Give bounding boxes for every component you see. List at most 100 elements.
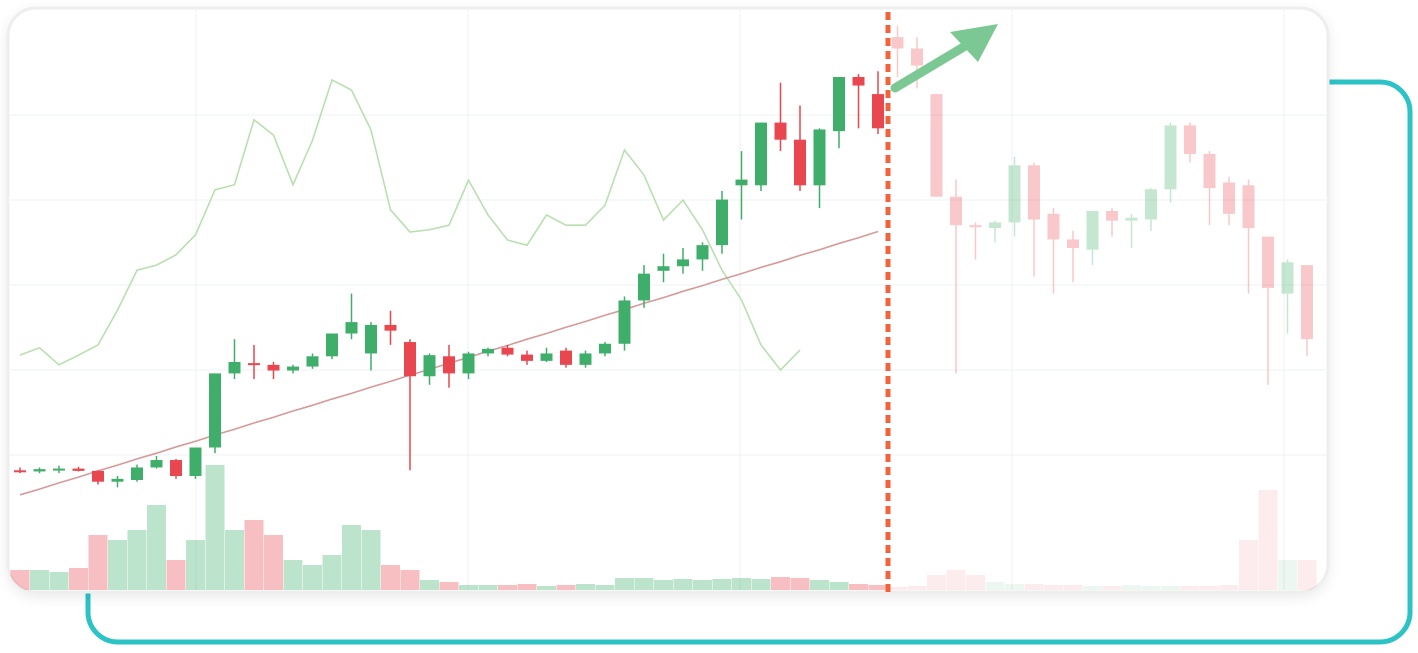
volume-bar bbox=[751, 579, 771, 590]
candle-body bbox=[521, 354, 533, 361]
candle-body bbox=[1223, 182, 1235, 214]
volume-bar bbox=[654, 580, 673, 590]
candle-body bbox=[1203, 153, 1216, 189]
candle-body bbox=[1028, 165, 1040, 220]
candle-body bbox=[1145, 189, 1157, 220]
volume-bar bbox=[225, 530, 244, 590]
candle-body bbox=[1164, 125, 1177, 190]
actual-candles bbox=[10, 71, 888, 590]
candle-body bbox=[1242, 185, 1255, 229]
candle-body bbox=[813, 129, 826, 186]
volume-bar bbox=[1278, 560, 1297, 590]
candle-body bbox=[540, 353, 553, 361]
candle-body bbox=[833, 77, 845, 132]
volume-bar bbox=[888, 587, 907, 590]
volume-bar bbox=[186, 540, 205, 590]
volume-bar bbox=[166, 560, 186, 590]
candle-body bbox=[53, 468, 65, 471]
indicator-line bbox=[19, 78, 801, 372]
volume-bar bbox=[595, 585, 615, 590]
volume-bar bbox=[1200, 586, 1219, 590]
volume-bar bbox=[985, 582, 1005, 590]
candle-body bbox=[482, 348, 494, 354]
candle-body bbox=[92, 470, 104, 482]
candle-body bbox=[872, 94, 884, 129]
candle-body bbox=[1262, 236, 1274, 288]
plot-area bbox=[8, 8, 1328, 592]
volume-bar bbox=[771, 577, 790, 590]
volume-bar bbox=[1239, 540, 1258, 590]
candle-body bbox=[267, 364, 280, 371]
volume-bar bbox=[69, 568, 88, 590]
candle-body bbox=[638, 273, 650, 301]
volume-bar bbox=[712, 579, 732, 590]
candle-body bbox=[950, 196, 962, 226]
volume-bar bbox=[927, 575, 946, 590]
volume-bar bbox=[537, 586, 556, 590]
candle-body bbox=[696, 245, 709, 260]
candle-body bbox=[189, 447, 202, 476]
volume-bar bbox=[556, 585, 576, 590]
candle-body bbox=[579, 353, 592, 365]
volume-bar bbox=[108, 540, 127, 590]
volume-bar bbox=[907, 586, 927, 590]
volume-bar bbox=[732, 578, 751, 590]
candle-body bbox=[1086, 210, 1099, 250]
candle-body bbox=[852, 77, 865, 86]
candle-body bbox=[1125, 217, 1138, 221]
volume-bar bbox=[1297, 560, 1317, 590]
candle-body bbox=[1067, 239, 1079, 248]
volume-bar bbox=[342, 525, 361, 590]
candle-body bbox=[1008, 165, 1021, 223]
candle-body bbox=[1301, 265, 1313, 340]
volume-bar bbox=[1258, 490, 1278, 590]
candle-body bbox=[930, 94, 943, 197]
candle-body bbox=[170, 460, 182, 476]
candle-body bbox=[306, 356, 319, 367]
candle-body bbox=[326, 333, 338, 357]
candle-body bbox=[423, 355, 436, 377]
candle-body bbox=[911, 48, 923, 66]
volume-bar bbox=[576, 584, 595, 590]
volume-bar bbox=[673, 579, 693, 590]
candle-body bbox=[677, 259, 689, 267]
volume-bar bbox=[1161, 586, 1180, 590]
volume-bar bbox=[615, 578, 634, 590]
candle-body bbox=[618, 300, 631, 344]
candle-body bbox=[657, 266, 670, 271]
volume-bar bbox=[1219, 585, 1239, 590]
volume-bar bbox=[1005, 584, 1024, 590]
volume-bar bbox=[420, 580, 439, 590]
volume-bar bbox=[264, 535, 283, 590]
volume-bar bbox=[127, 530, 147, 590]
candle-body bbox=[365, 324, 377, 354]
candle-body bbox=[735, 179, 748, 186]
candle-body bbox=[794, 139, 806, 186]
candle-body bbox=[33, 469, 46, 472]
candle-body bbox=[228, 362, 241, 374]
candle-body bbox=[1106, 210, 1118, 221]
candle-body bbox=[1184, 125, 1196, 154]
candle-body bbox=[404, 342, 416, 377]
volume-bar bbox=[946, 570, 966, 590]
volume-bar bbox=[1141, 586, 1161, 590]
volume-bar bbox=[1044, 585, 1063, 590]
projected-candles bbox=[888, 25, 1317, 590]
volume-bar bbox=[303, 565, 322, 590]
candle-body bbox=[755, 122, 767, 186]
volume-bar bbox=[498, 585, 517, 590]
candle-body bbox=[14, 470, 26, 473]
volume-bar bbox=[88, 535, 108, 590]
candle-body bbox=[1281, 262, 1294, 294]
volume-bar bbox=[517, 584, 537, 590]
candle-body bbox=[1047, 213, 1060, 240]
volume-bar bbox=[400, 570, 420, 590]
volume-bar bbox=[30, 570, 49, 590]
volume-bar bbox=[849, 584, 868, 590]
candle-body bbox=[462, 353, 475, 374]
volume-bar bbox=[205, 465, 225, 590]
volume-bar bbox=[829, 582, 849, 590]
candle-body bbox=[891, 37, 904, 49]
candle-body bbox=[716, 199, 728, 246]
volume-bar bbox=[868, 585, 888, 590]
